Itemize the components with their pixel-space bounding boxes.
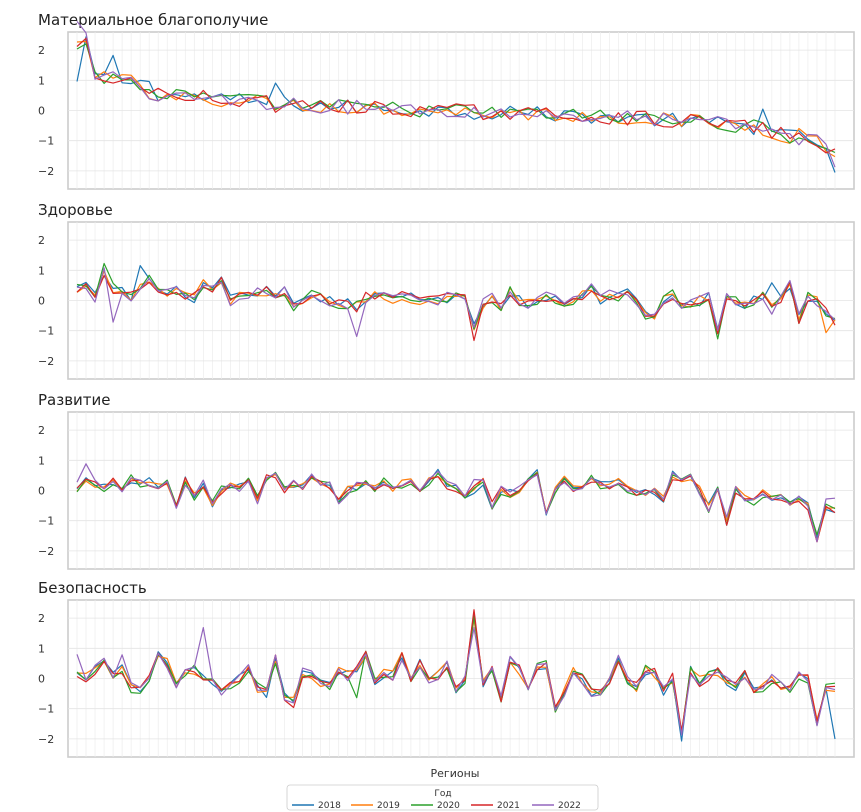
legend-label-2019: 2019 (377, 801, 400, 811)
panel-4: Безопасность 2 1 0 −1 −2 (38, 579, 855, 758)
panel-1: Материальное благополучие 2 1 0 −1 −2 (38, 11, 855, 190)
y-tick-label: −2 (38, 355, 54, 368)
series-line-2022 (76, 21, 836, 168)
legend: Год 2018 2019 2020 2021 2022 (286, 784, 599, 811)
y-tick-label: 2 (38, 612, 45, 625)
y-tick-label: −1 (38, 703, 54, 716)
legend-label-2020: 2020 (437, 801, 460, 811)
panel-title: Развитие (38, 391, 111, 409)
legend-box (286, 784, 599, 811)
series-line-2021 (76, 37, 836, 154)
series-line-2022 (76, 626, 836, 736)
legend-label-2021: 2021 (497, 801, 520, 811)
legend-label-2018: 2018 (318, 801, 341, 811)
y-tick-label: 1 (38, 642, 45, 655)
panel-title: Здоровье (38, 201, 113, 219)
series-line-2021 (76, 609, 836, 732)
series-line-2022 (76, 267, 836, 338)
legend-title: Год (434, 789, 451, 799)
panel-2: Здоровье 2 1 0 −1 −2 (38, 201, 855, 380)
legend-label-2022: 2022 (558, 801, 581, 811)
y-tick-label: 2 (38, 234, 45, 247)
x-axis-label: Регионы (431, 767, 480, 780)
y-tick-label: −1 (38, 135, 54, 148)
y-tick-label: −2 (38, 733, 54, 746)
panel-title: Безопасность (38, 579, 147, 597)
y-tick-label: 2 (38, 424, 45, 437)
y-tick-label: 0 (38, 673, 45, 686)
y-tick-label: −1 (38, 515, 54, 528)
y-tick-label: 2 (38, 44, 45, 57)
panel-title: Материальное благополучие (38, 11, 268, 29)
y-tick-label: −2 (38, 545, 54, 558)
y-tick-label: 1 (38, 74, 45, 87)
y-tick-label: 1 (38, 454, 45, 467)
panel-3: Развитие 2 1 0 −1 −2 (38, 391, 855, 570)
y-tick-label: 0 (38, 485, 45, 498)
y-tick-label: −2 (38, 165, 54, 178)
y-tick-label: 0 (38, 105, 45, 118)
y-tick-label: 0 (38, 295, 45, 308)
y-tick-label: 1 (38, 264, 45, 277)
series-line-2022 (76, 463, 836, 543)
y-tick-label: −1 (38, 325, 54, 338)
